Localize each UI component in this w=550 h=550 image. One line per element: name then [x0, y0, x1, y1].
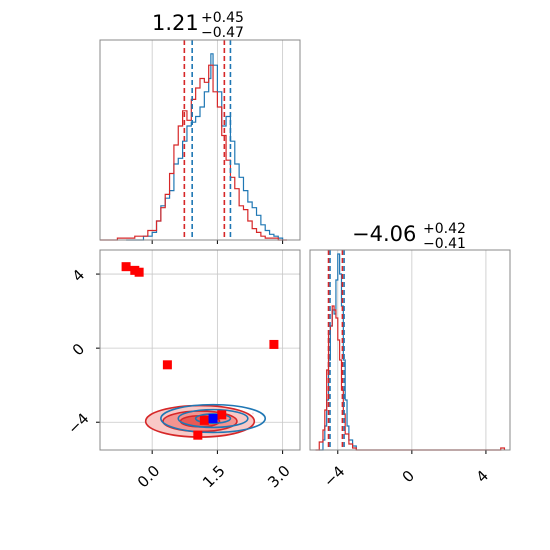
x-tick-label: 0.0	[134, 462, 164, 492]
blue-contour	[194, 413, 232, 424]
x-tick-label: 0	[399, 467, 418, 486]
x-tick-label: 4	[473, 467, 492, 486]
hist-x-title-value: 1.21	[152, 11, 199, 35]
red-square-marker	[217, 410, 227, 420]
hist-y-title-minus: −0.41	[423, 236, 466, 252]
y-tick-label: 0	[69, 340, 88, 359]
x-tick-label: 3.0	[264, 462, 294, 492]
hist-y-title-value: −4.06	[352, 222, 416, 246]
hist-x-title-plus: +0.45	[201, 10, 244, 26]
scatter-2d-panel: 0.0 1.5 3.0 4 0 −4	[64, 249, 301, 492]
red-square-marker	[199, 415, 209, 425]
red-square-marker	[162, 360, 172, 370]
red-square-marker	[134, 267, 144, 277]
blue-contour	[177, 408, 249, 429]
hist-x-panel	[99, 39, 301, 244]
red-square-marker	[193, 430, 203, 440]
red-histogram	[315, 305, 506, 451]
hist-y-panel: −4 0 4	[309, 249, 511, 491]
scatter-frame	[99, 249, 301, 451]
blue-square-marker	[208, 414, 218, 424]
hist-y-frame	[309, 249, 511, 451]
y-tick-label: 4	[69, 266, 88, 285]
sample-point	[252, 412, 254, 415]
y-tick-label: −4	[64, 410, 92, 438]
hist-y-title-plus: +0.42	[423, 221, 466, 237]
red-square-marker	[269, 339, 279, 349]
blue-contour	[160, 403, 267, 434]
x-tick-label: −4	[320, 462, 348, 490]
hist-x-frame	[99, 39, 301, 241]
red-square-marker	[121, 262, 131, 272]
hist-x-title-minus: −0.47	[201, 25, 244, 41]
blue-histogram	[126, 53, 284, 241]
x-tick-label: 1.5	[199, 462, 229, 492]
red-histogram	[100, 64, 287, 241]
